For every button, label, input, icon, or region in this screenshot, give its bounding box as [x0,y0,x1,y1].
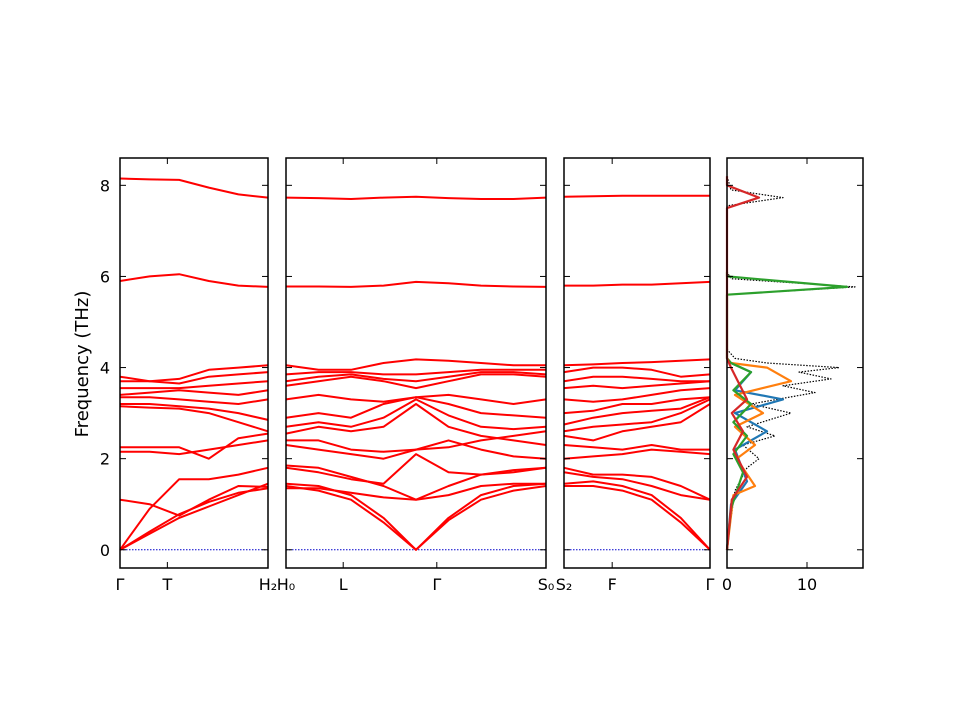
band-line [285,195,547,200]
y-tick-label: 2 [100,450,110,469]
band-panel-2: H₀ L Γ S₀ [277,157,555,594]
x-tick-label-start: S₂ [556,575,573,594]
x-tick-label-point: L [339,575,348,594]
band-line [563,480,711,551]
x-tick-label-mid: Γ [432,575,441,594]
band-line [564,485,711,551]
dos-series-line [725,271,849,550]
band-line [563,396,711,426]
band-line [285,403,547,446]
x-tick-label-end: S₀ [538,575,555,594]
y-tick-label: 0 [100,541,110,560]
band-line [563,444,710,451]
band-line [119,485,269,517]
band-line [285,393,547,405]
band-line [119,482,269,551]
band-line [285,453,547,485]
dos-panel: 0 10 [722,157,864,594]
band-line [563,366,711,378]
band-line [285,464,547,501]
band-line [563,403,711,442]
band-line [285,482,547,551]
band-line [285,371,547,383]
band-line [119,389,269,396]
band-line [286,280,547,288]
band-line [563,375,710,383]
band-line [119,405,269,433]
band-line [563,398,711,433]
y-tick-label: 4 [100,359,110,378]
band-line [120,403,269,421]
band-line [563,194,710,198]
band-line [120,432,269,460]
band-line [119,364,269,383]
band-line [119,177,269,199]
band-line [119,273,269,288]
band-line [285,482,547,551]
x-tick-label-end: H₂ [259,575,277,594]
dos-x-tick-label: 0 [722,575,732,594]
x-tick-label-end: Γ [706,575,715,594]
x-tick-label-point: T [161,575,172,594]
band-line [563,358,711,367]
band-line [563,380,711,390]
dos-x-tick-label: 10 [797,575,817,594]
x-tick-label-start: Γ [116,575,125,594]
dos-series-line [725,357,793,550]
dos-frame [726,157,864,569]
dos-series-line [726,176,856,550]
band-line [563,396,711,415]
y-tick-label: 6 [100,267,110,286]
band-line [120,439,269,456]
panel-frame [285,157,547,569]
band-line [286,430,547,453]
band-line [285,368,546,376]
band-line [119,466,269,551]
band-line [563,466,711,501]
band-line [564,280,711,287]
band-line [563,471,711,501]
band-line [120,380,269,390]
band-line [285,358,546,371]
y-tick-label: 8 [100,176,110,195]
band-line [563,387,711,403]
band-panel-3: S₂ F Γ [556,157,715,594]
band-line [285,373,547,390]
x-tick-label-point: F [608,575,617,594]
band-panel-1: 0 2 4 6 8 Γ T H₂ [100,157,277,594]
y-axis-label: Frequency (THz) [72,291,93,438]
x-tick-label-start: H₀ [277,575,295,594]
panel-frame [563,157,711,569]
band-line [563,448,711,460]
band-line [120,396,269,405]
panel-frame [119,157,269,569]
dos-series-line [725,176,761,550]
band-line [285,398,547,431]
